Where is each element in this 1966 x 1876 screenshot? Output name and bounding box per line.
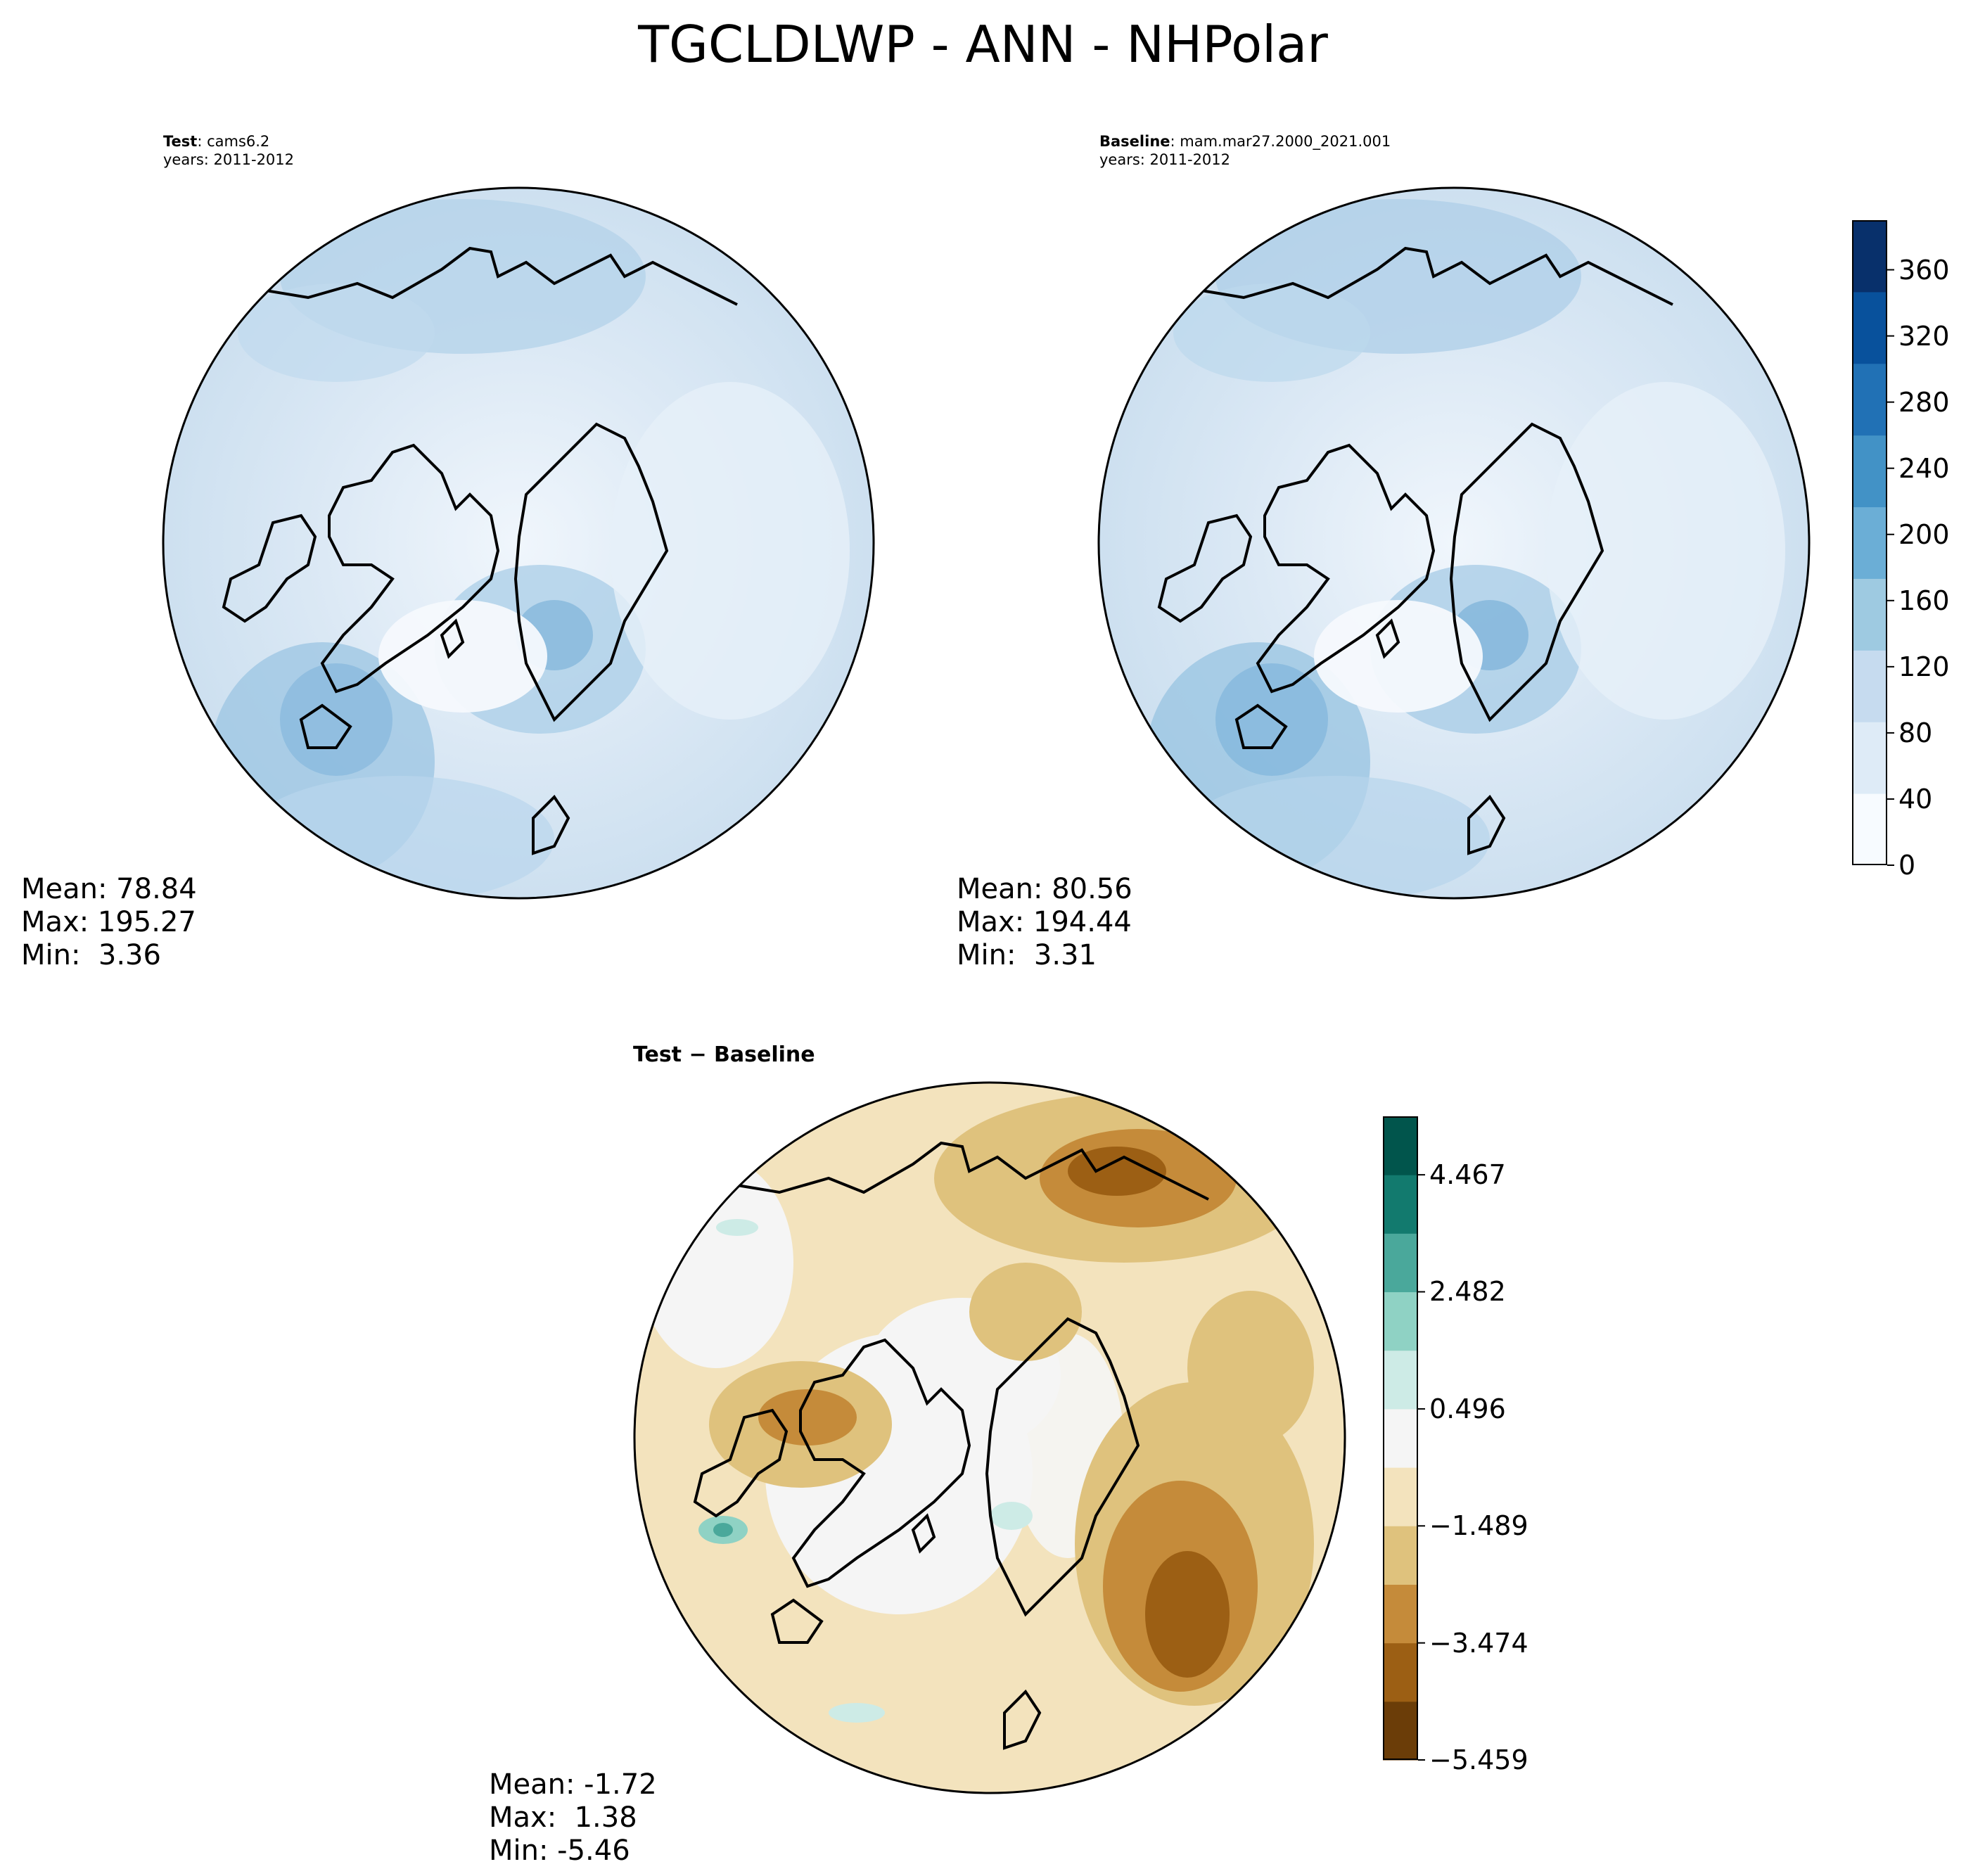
top-colorbar-tick-label: 160	[1898, 585, 1950, 616]
top-colorbar-color-band	[1852, 722, 1887, 794]
diff-colorbar-color-band	[1383, 1116, 1418, 1175]
top-colorbar-tick-label: 360	[1898, 254, 1950, 286]
top-colorbar-tick-label: 320	[1898, 320, 1950, 352]
test-max: Max: 195.27	[21, 906, 196, 938]
diff-max: Max: 1.38	[489, 1801, 637, 1834]
test-map-boundary	[162, 186, 875, 900]
top-colorbar-color-band	[1852, 363, 1887, 436]
top-colorbar-tick-label: 280	[1898, 386, 1950, 418]
top-colorbar-frame	[1852, 220, 1887, 865]
baseline-max: Max: 194.44	[957, 906, 1132, 938]
top-colorbar-color-band	[1852, 650, 1887, 722]
top-colorbar-ticks: 0 40 80 120 160 200 240 280 320 360	[1887, 220, 1965, 879]
baseline-label: Baseline	[1099, 133, 1170, 150]
top-colorbar-tick-label: 120	[1898, 651, 1950, 682]
diff-colorbar-color-band	[1383, 1584, 1418, 1644]
diff-colorbar	[1383, 1116, 1425, 1761]
top-colorbar-tick-label: 0	[1898, 850, 1916, 881]
top-colorbar-color-band	[1852, 291, 1887, 364]
diff-colorbar-color-band	[1383, 1175, 1418, 1234]
top-colorbar-tick-label: 240	[1898, 452, 1950, 484]
top-colorbar-color-band	[1852, 435, 1887, 508]
top-colorbar-color-band	[1852, 506, 1887, 579]
baseline-min: Min: 3.31	[957, 939, 1097, 971]
top-colorbar-tick-label: 40	[1898, 783, 1933, 815]
test-label: Test	[163, 133, 198, 150]
diff-colorbar-color-band	[1383, 1642, 1418, 1702]
top-colorbar-color-band	[1852, 793, 1887, 866]
diff-colorbar-tick-label: 2.482	[1429, 1276, 1506, 1308]
diff-colorbar-tick-label: −1.489	[1429, 1510, 1528, 1542]
diff-colorbar-color-band	[1383, 1701, 1418, 1761]
top-colorbar-color-band	[1852, 578, 1887, 651]
baseline-panel-title: Baseline: mam.mar27.2000_2021.001	[1099, 132, 1391, 151]
diff-colorbar-color-band	[1383, 1408, 1418, 1468]
top-colorbar-tick-label: 80	[1898, 717, 1933, 748]
top-colorbar	[1852, 220, 1894, 866]
test-mean: Mean: 78.84	[21, 873, 197, 905]
figure-title: TGCLDLWP - ANN - NHPolar	[638, 15, 1328, 74]
diff-colorbar-tick-label: −5.459	[1429, 1744, 1528, 1775]
test-min: Min: 3.36	[21, 939, 161, 971]
diff-mean: Mean: -1.72	[489, 1768, 657, 1801]
diff-colorbar-tick-label: −3.474	[1429, 1627, 1528, 1659]
baseline-case-name: : mam.mar27.2000_2021.001	[1170, 133, 1391, 150]
baseline-years: years: 2011-2012	[1099, 151, 1231, 168]
diff-min: Min: -5.46	[489, 1834, 630, 1867]
test-years: years: 2011-2012	[163, 151, 295, 168]
diff-colorbar-frame	[1383, 1116, 1418, 1760]
diff-map-boundary	[633, 1081, 1346, 1794]
test-panel-title: Test: cams6.2	[163, 132, 269, 151]
diff-colorbar-color-band	[1383, 1350, 1418, 1410]
baseline-mean: Mean: 80.56	[957, 873, 1132, 905]
diff-colorbar-tick-label: 0.496	[1429, 1393, 1506, 1424]
top-colorbar-tick-label: 200	[1898, 518, 1950, 550]
diff-panel-title: Test − Baseline	[633, 1042, 815, 1067]
diff-colorbar-color-band	[1383, 1467, 1418, 1526]
diff-colorbar-tick-label: 4.467	[1429, 1159, 1506, 1191]
baseline-map-boundary	[1097, 186, 1811, 900]
test-polar-map	[162, 186, 875, 900]
diff-polar-map	[633, 1081, 1346, 1794]
diff-colorbar-color-band	[1383, 1233, 1418, 1293]
test-case-name: : cams6.2	[197, 133, 270, 150]
diff-colorbar-color-band	[1383, 1291, 1418, 1351]
diff-colorbar-ticks: −5.459 −3.474 −1.489 0.496 2.482 4.467	[1418, 1116, 1545, 1774]
top-colorbar-color-band	[1852, 220, 1887, 293]
baseline-polar-map	[1097, 186, 1811, 900]
diff-colorbar-color-band	[1383, 1526, 1418, 1585]
